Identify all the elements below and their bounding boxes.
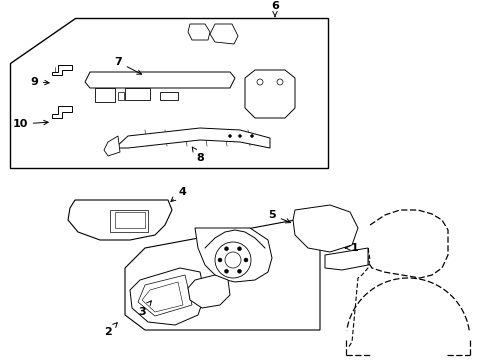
Polygon shape	[118, 92, 124, 100]
Polygon shape	[209, 24, 238, 44]
Polygon shape	[125, 220, 319, 330]
Circle shape	[244, 258, 247, 262]
Text: 7: 7	[114, 57, 142, 74]
Polygon shape	[115, 128, 269, 148]
Polygon shape	[110, 210, 148, 232]
Text: 2: 2	[104, 323, 117, 337]
Polygon shape	[130, 268, 204, 325]
Circle shape	[224, 247, 228, 251]
Polygon shape	[10, 18, 327, 168]
Polygon shape	[104, 136, 120, 156]
Polygon shape	[292, 205, 357, 252]
Text: 9: 9	[30, 77, 49, 87]
Circle shape	[237, 247, 241, 251]
Circle shape	[218, 258, 222, 262]
Polygon shape	[115, 212, 145, 228]
Polygon shape	[68, 200, 172, 240]
Polygon shape	[142, 282, 183, 312]
Text: 10: 10	[12, 119, 48, 129]
Polygon shape	[187, 275, 229, 308]
Circle shape	[228, 135, 231, 138]
Text: 6: 6	[270, 1, 278, 17]
Polygon shape	[195, 228, 271, 282]
Polygon shape	[244, 70, 294, 118]
Polygon shape	[325, 248, 367, 270]
Text: 5: 5	[267, 210, 290, 223]
Polygon shape	[160, 92, 178, 100]
Circle shape	[238, 135, 241, 138]
Polygon shape	[85, 72, 235, 88]
Polygon shape	[125, 88, 150, 100]
Text: 8: 8	[192, 147, 203, 163]
Polygon shape	[187, 24, 209, 40]
Polygon shape	[95, 88, 115, 102]
Circle shape	[250, 135, 253, 138]
Circle shape	[224, 269, 228, 273]
Polygon shape	[138, 275, 192, 316]
Polygon shape	[52, 65, 72, 75]
Text: 4: 4	[171, 187, 185, 202]
Circle shape	[237, 269, 241, 273]
Text: 3: 3	[138, 301, 151, 317]
Text: 1: 1	[345, 243, 358, 253]
Polygon shape	[52, 106, 72, 118]
